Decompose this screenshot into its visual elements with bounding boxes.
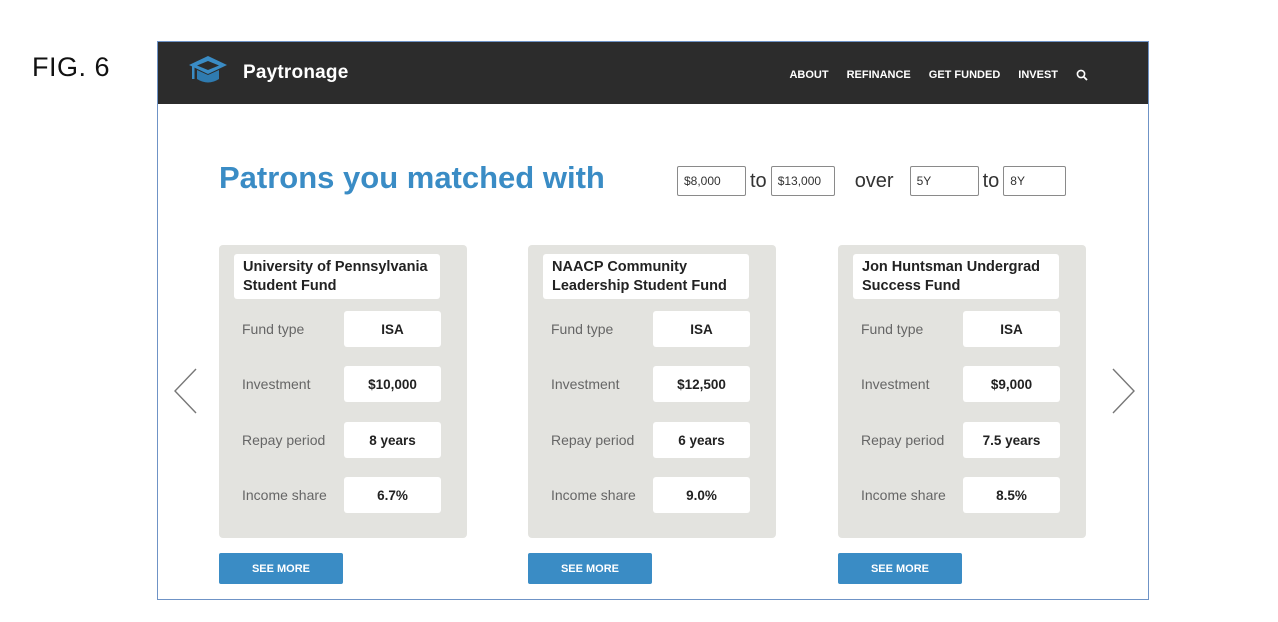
investment-label: Investment xyxy=(551,376,620,392)
income-share-value: 8.5% xyxy=(963,477,1060,513)
nav-link-get-funded[interactable]: GET FUNDED xyxy=(928,69,1001,81)
search-icon[interactable] xyxy=(1076,69,1088,81)
fund-type-label: Fund type xyxy=(861,321,924,337)
fund-card: Jon Huntsman Undergrad Success Fund Fund… xyxy=(838,245,1086,538)
navbar: Paytronage ABOUT REFINANCE GET FUNDED IN… xyxy=(158,42,1148,104)
repay-period-label: Repay period xyxy=(242,432,326,448)
amount-min-input[interactable]: $8,000 xyxy=(677,166,746,196)
investment-value: $10,000 xyxy=(344,366,441,402)
see-more-button[interactable]: SEE MORE xyxy=(838,553,962,584)
figure-label: FIG. 6 xyxy=(32,52,111,82)
fund-title-line: Jon Huntsman Undergrad xyxy=(862,259,1041,275)
investment-label: Investment xyxy=(242,376,311,392)
fund-card: NAACP Community Leadership Student Fund … xyxy=(528,245,776,538)
fund-type-value: ISA xyxy=(653,311,750,347)
see-more-button[interactable]: SEE MORE xyxy=(219,553,343,584)
income-share-label: Income share xyxy=(551,487,636,503)
income-share-row: Income share 8.5% xyxy=(861,477,1071,515)
to-label: to xyxy=(750,169,767,192)
investment-value: $9,000 xyxy=(963,366,1060,402)
nav-link-about[interactable]: ABOUT xyxy=(789,69,829,81)
repay-period-label: Repay period xyxy=(861,432,945,448)
fund-card: University of Pennsylvania Student Fund … xyxy=(219,245,467,538)
repay-period-row: Repay period 7.5 years xyxy=(861,422,1071,460)
chevron-right-icon[interactable] xyxy=(1107,366,1137,416)
brand-name[interactable]: Paytronage xyxy=(243,62,349,83)
fund-title-line: Student Fund xyxy=(243,277,337,294)
fund-title-line: NAACP Community xyxy=(552,259,688,275)
income-share-label: Income share xyxy=(242,487,327,503)
income-share-label: Income share xyxy=(861,487,946,503)
fund-title-line: University of Pennsylvania xyxy=(243,259,428,275)
see-more-button[interactable]: SEE MORE xyxy=(528,553,652,584)
repay-period-row: Repay period 6 years xyxy=(551,422,761,460)
filters-bar: $8,000 to $13,000 over 5Y to 8Y xyxy=(677,165,1067,197)
fund-title: University of Pennsylvania Student Fund xyxy=(234,254,440,299)
term-max-input[interactable]: 8Y xyxy=(1003,166,1067,196)
repay-period-value: 7.5 years xyxy=(963,422,1060,458)
fund-type-value: ISA xyxy=(344,311,441,347)
nav-link-refinance[interactable]: REFINANCE xyxy=(846,69,911,81)
repay-period-value: 6 years xyxy=(653,422,750,458)
repay-period-row: Repay period 8 years xyxy=(242,422,452,460)
investment-row: Investment $10,000 xyxy=(242,366,452,404)
investment-label: Investment xyxy=(861,376,930,392)
fund-type-row: Fund type ISA xyxy=(551,311,761,349)
term-min-input[interactable]: 5Y xyxy=(909,166,979,196)
fund-type-row: Fund type ISA xyxy=(242,311,452,349)
income-share-row: Income share 6.7% xyxy=(242,477,452,515)
income-share-value: 9.0% xyxy=(653,477,750,513)
fund-type-label: Fund type xyxy=(242,321,305,337)
investment-row: Investment $9,000 xyxy=(861,366,1071,404)
fund-type-label: Fund type xyxy=(551,321,614,337)
graduation-cap-icon[interactable] xyxy=(188,53,228,91)
income-share-row: Income share 9.0% xyxy=(551,477,761,515)
repay-period-label: Repay period xyxy=(551,432,635,448)
over-label: over xyxy=(854,169,894,192)
fund-title-line: Leadership Student Fund xyxy=(552,277,727,294)
page-title: Patrons you matched with xyxy=(219,160,605,195)
browser-frame: Paytronage ABOUT REFINANCE GET FUNDED IN… xyxy=(157,41,1149,600)
chevron-left-icon[interactable] xyxy=(172,366,202,416)
nav-links: ABOUT REFINANCE GET FUNDED INVEST xyxy=(789,69,1088,81)
fund-title: Jon Huntsman Undergrad Success Fund xyxy=(853,254,1059,299)
fund-type-row: Fund type ISA xyxy=(861,311,1071,349)
investment-row: Investment $12,500 xyxy=(551,366,761,404)
nav-link-invest[interactable]: INVEST xyxy=(1018,69,1058,81)
income-share-value: 6.7% xyxy=(344,477,441,513)
to-label: to xyxy=(982,169,1000,192)
fund-type-value: ISA xyxy=(963,311,1060,347)
amount-max-input[interactable]: $13,000 xyxy=(770,166,835,196)
repay-period-value: 8 years xyxy=(344,422,441,458)
fund-title: NAACP Community Leadership Student Fund xyxy=(543,254,749,299)
fund-title-line: Success Fund xyxy=(862,277,961,294)
investment-value: $12,500 xyxy=(653,366,750,402)
